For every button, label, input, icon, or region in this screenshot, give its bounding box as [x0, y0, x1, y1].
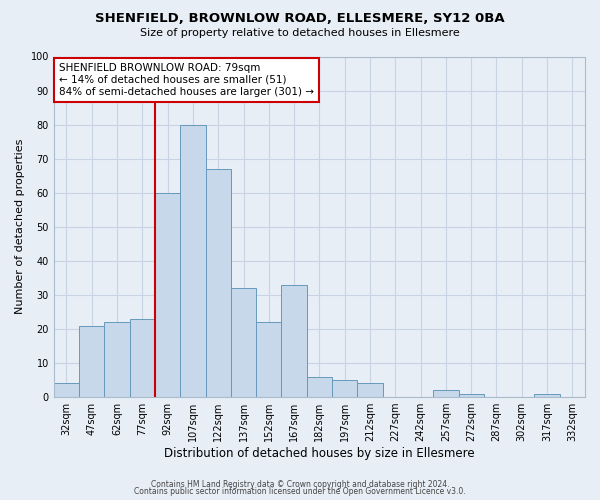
Bar — [231, 288, 256, 397]
Bar — [281, 284, 307, 397]
Bar — [256, 322, 281, 397]
Bar — [307, 376, 332, 397]
Bar — [535, 394, 560, 397]
Bar — [458, 394, 484, 397]
Bar — [54, 384, 79, 397]
Bar — [358, 384, 383, 397]
Bar — [206, 169, 231, 397]
Bar — [332, 380, 358, 397]
Text: SHENFIELD, BROWNLOW ROAD, ELLESMERE, SY12 0BA: SHENFIELD, BROWNLOW ROAD, ELLESMERE, SY1… — [95, 12, 505, 26]
Y-axis label: Number of detached properties: Number of detached properties — [15, 139, 25, 314]
Bar — [433, 390, 458, 397]
Bar — [130, 318, 155, 397]
Bar — [104, 322, 130, 397]
Text: SHENFIELD BROWNLOW ROAD: 79sqm
← 14% of detached houses are smaller (51)
84% of : SHENFIELD BROWNLOW ROAD: 79sqm ← 14% of … — [59, 64, 314, 96]
Text: Contains public sector information licensed under the Open Government Licence v3: Contains public sector information licen… — [134, 487, 466, 496]
Text: Size of property relative to detached houses in Ellesmere: Size of property relative to detached ho… — [140, 28, 460, 38]
Bar — [79, 326, 104, 397]
Text: Contains HM Land Registry data © Crown copyright and database right 2024.: Contains HM Land Registry data © Crown c… — [151, 480, 449, 489]
X-axis label: Distribution of detached houses by size in Ellesmere: Distribution of detached houses by size … — [164, 447, 475, 460]
Bar — [180, 124, 206, 397]
Bar — [155, 192, 180, 397]
